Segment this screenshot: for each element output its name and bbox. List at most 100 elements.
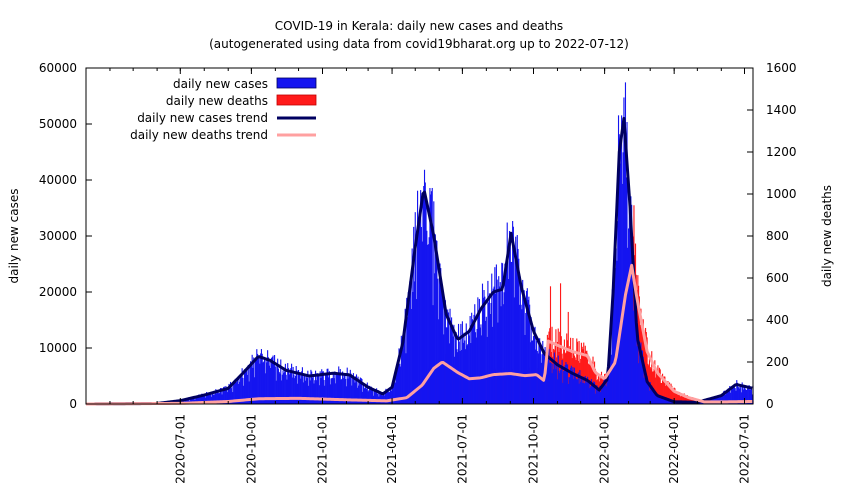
case-bar	[451, 317, 453, 404]
death-bar	[678, 391, 680, 404]
case-bar	[273, 364, 275, 404]
case-bar	[573, 367, 576, 404]
case-bar	[236, 379, 239, 404]
case-bar	[237, 383, 239, 404]
case-bar	[628, 191, 630, 404]
y-tick-label-right: 400	[766, 313, 789, 327]
case-bar	[424, 182, 426, 404]
case-bar	[591, 385, 593, 404]
case-bar	[362, 391, 364, 404]
case-bar	[215, 389, 217, 404]
case-bar	[587, 380, 589, 404]
case-bar	[260, 349, 262, 404]
case-bar	[644, 375, 646, 404]
case-bar	[280, 380, 283, 404]
case-bar	[376, 388, 378, 404]
case-bar	[318, 385, 320, 404]
case-bar	[595, 387, 597, 404]
death-bar	[580, 342, 582, 404]
case-bar	[663, 397, 665, 404]
case-bar	[440, 287, 443, 404]
x-tick-label: 2020-10-01	[244, 414, 258, 484]
case-bar	[221, 394, 223, 404]
case-bar	[512, 221, 514, 404]
case-bar	[576, 379, 579, 404]
case-bar	[265, 360, 267, 404]
case-bar	[348, 374, 350, 404]
death-bar	[576, 338, 578, 404]
case-bar	[230, 388, 232, 404]
case-bar	[289, 372, 291, 404]
case-bar	[510, 261, 512, 404]
case-bar	[420, 227, 422, 404]
case-bar	[335, 372, 337, 404]
case-bar	[301, 371, 303, 404]
case-bar	[199, 394, 201, 404]
case-bar	[270, 368, 272, 404]
death-bar	[658, 371, 660, 404]
case-bar	[355, 376, 357, 404]
case-bar	[490, 302, 492, 404]
case-bar	[637, 330, 639, 404]
case-bar	[279, 373, 281, 404]
case-bar	[484, 296, 486, 404]
death-bar	[668, 382, 671, 404]
case-bar	[372, 388, 374, 404]
case-bar	[438, 278, 440, 404]
case-bar	[349, 369, 351, 404]
case-bar	[482, 297, 484, 404]
death-bar	[685, 396, 688, 404]
case-bar	[413, 281, 416, 404]
case-bar	[634, 277, 636, 404]
case-bar	[287, 363, 289, 404]
y-tick-label-left: 20000	[39, 285, 77, 299]
case-bar	[348, 376, 351, 404]
case-bar	[259, 363, 261, 404]
case-bar	[270, 357, 273, 404]
case-bar	[434, 234, 436, 404]
case-bar	[529, 304, 531, 404]
case-bar	[291, 377, 293, 404]
case-bar	[556, 379, 559, 404]
case-bar	[301, 367, 303, 404]
death-bar	[576, 341, 579, 404]
y-tick-label-left: 10000	[39, 341, 77, 355]
case-bar	[533, 327, 535, 404]
case-bar	[366, 388, 368, 404]
case-bar	[263, 357, 266, 404]
case-bar	[613, 273, 615, 404]
case-bar	[745, 389, 747, 404]
case-bar	[725, 393, 727, 404]
case-bar	[448, 343, 450, 404]
case-bar	[665, 399, 667, 404]
case-bar	[474, 304, 476, 404]
y-tick-label-right: 200	[766, 355, 789, 369]
case-bar	[538, 338, 540, 404]
case-bar	[606, 383, 608, 404]
case-bar	[389, 388, 392, 404]
case-bar	[357, 376, 359, 404]
case-bar	[529, 342, 531, 404]
case-bar	[750, 387, 753, 404]
case-bar	[492, 288, 494, 404]
case-bar	[498, 286, 501, 404]
case-bar	[667, 399, 669, 404]
case-bar	[570, 367, 572, 404]
case-bar	[653, 392, 655, 404]
case-bar	[223, 387, 225, 404]
case-bar	[203, 394, 205, 404]
case-bar	[531, 340, 533, 404]
case-bar	[217, 392, 219, 404]
case-bar	[444, 306, 446, 404]
case-bar	[733, 387, 736, 404]
death-bar	[567, 311, 569, 404]
case-bar	[601, 387, 603, 404]
case-bar	[307, 370, 309, 404]
case-bar	[488, 293, 490, 404]
case-bar	[649, 382, 651, 404]
case-bar	[243, 369, 245, 404]
death-bar	[562, 358, 564, 404]
y-tick-label-left: 60000	[39, 61, 77, 75]
death-bar	[660, 382, 662, 404]
case-bar	[522, 279, 524, 404]
